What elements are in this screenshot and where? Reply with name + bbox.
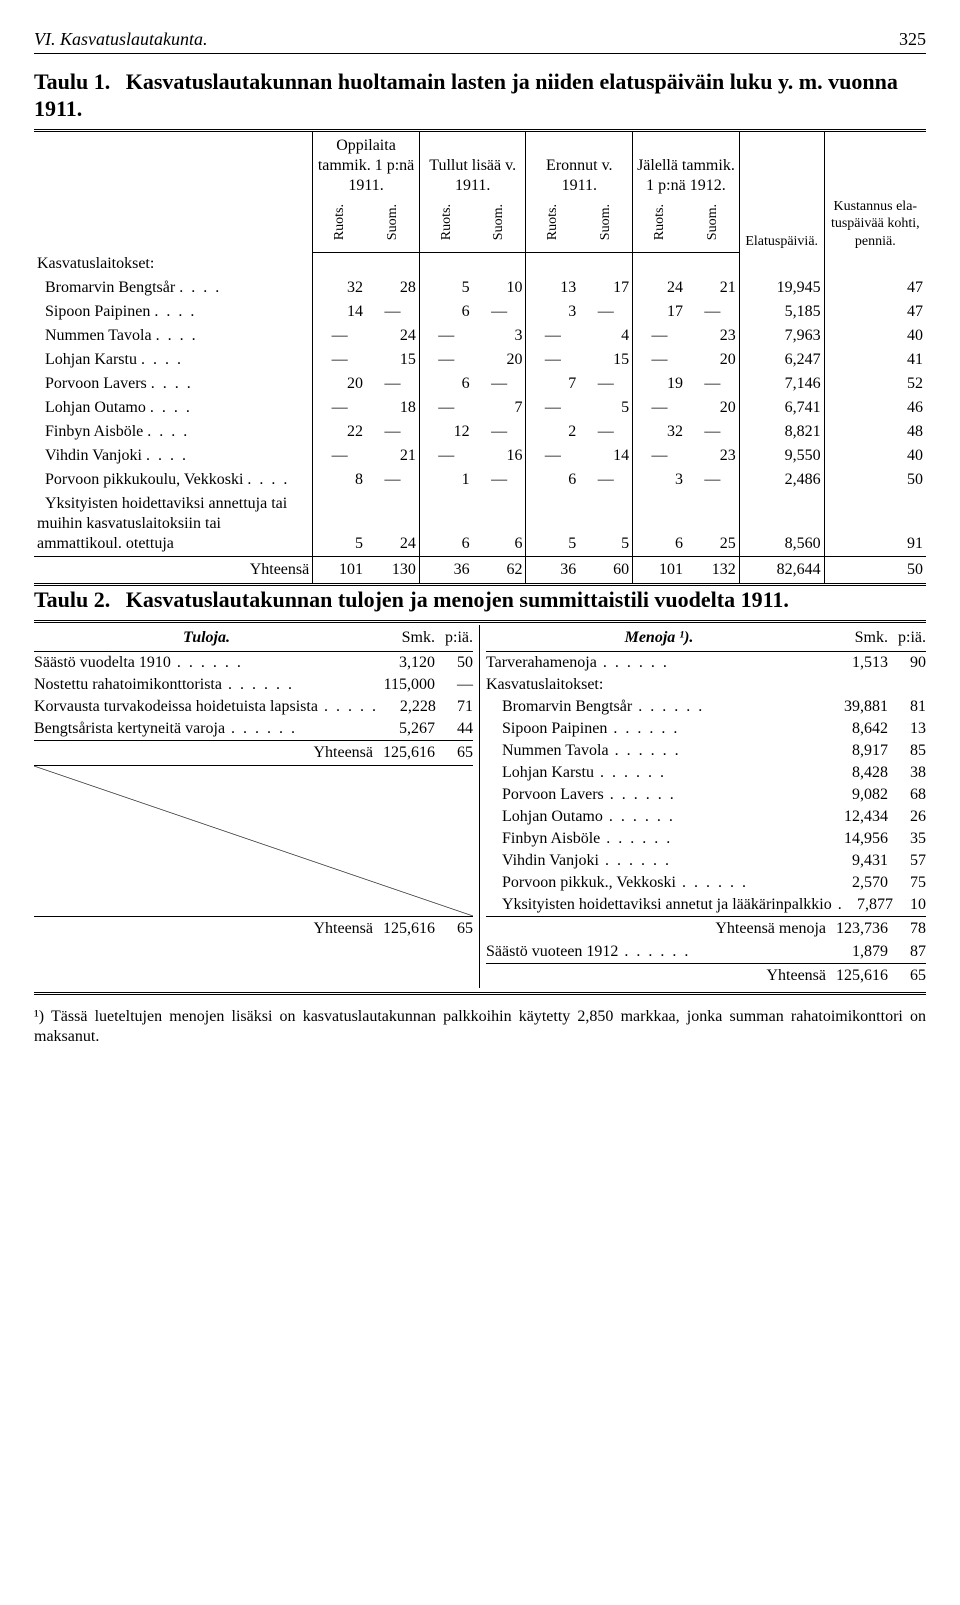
- t2-row: Vihdin Vanjoki9,43157: [486, 850, 926, 872]
- t2-menoja-label: Menoja ¹).: [486, 628, 832, 648]
- t1-h-tullut: Tullut lisää v. 1911.: [419, 130, 526, 198]
- t1-row-label: Bromarvin Bengtsår . . . .: [34, 276, 313, 300]
- t1-row-label: Finbyn Aisböle . . . .: [34, 420, 313, 444]
- t2-menoja-yht: Yhteensä menoja: [486, 919, 832, 939]
- t2-row: Säästö vuodelta 19103,12050: [34, 652, 473, 674]
- t1-row-label: Porvoon Lavers . . . .: [34, 372, 313, 396]
- table-row: Bromarvin Bengtsår . . . .32285101317242…: [34, 276, 926, 300]
- t2-row: Nostettu rahatoimikonttorista115,000—: [34, 674, 473, 696]
- t1-row-label: Nummen Tavola . . . .: [34, 324, 313, 348]
- t2-row: Sipoon Paipinen8,64213: [486, 718, 926, 740]
- table-row: Sipoon Paipinen . . . .14—6—3—17—5,18547: [34, 300, 926, 324]
- table1-title: Taulu 1. Kasvatuslautakunnan huoltamain …: [34, 68, 926, 123]
- t2-tuloja-yht: Yhteensä: [34, 743, 379, 763]
- t2-row: Bengtsårista kertyneitä varoja5,26744: [34, 718, 473, 740]
- t1-section-label: Kasvatuslaitokset:: [34, 252, 313, 276]
- t1-row-label: Sipoon Paipinen . . . .: [34, 300, 313, 324]
- t1-row-label: Lohjan Karstu . . . .: [34, 348, 313, 372]
- t2-tuloja-label: Tuloja.: [34, 628, 379, 648]
- t2-row: Bromarvin Bengtsår39,88181: [486, 696, 926, 718]
- t1-row-label: Lohjan Outamo . . . .: [34, 396, 313, 420]
- running-head: VI. Kasvatuslautakunta. 325: [34, 28, 926, 54]
- table-row: Lohjan Outamo . . . .—18—7—5—206,74146: [34, 396, 926, 420]
- t2-row: Korvausta turvakodeissa hoidetuista laps…: [34, 696, 473, 718]
- table1-title-lead: Taulu 1.: [34, 68, 110, 96]
- table-row: Porvoon Lavers . . . .20—6—7—19—7,14652: [34, 372, 926, 396]
- table2-title-rest: Kasvatuslautakunnan tulojen ja menojen s…: [126, 587, 789, 612]
- table1: Oppilaita tammik. 1 p:nä 1911. Tullut li…: [34, 129, 926, 587]
- t1-sub-suom: Suom.: [384, 200, 402, 244]
- t2-row: Porvoon Lavers9,08268: [486, 784, 926, 806]
- t1-h-jalella: Jälellä tammik. 1 p:nä 1912.: [633, 130, 740, 198]
- table-row: Porvoon pikkukoulu, Vekkoski . . . .8—1—…: [34, 468, 926, 492]
- t1-row-label: Yksityisten hoidettaviksi annettuja tai …: [34, 492, 313, 557]
- table2-tuloja: Tuloja. Smk. p:iä. Säästö vuodelta 19103…: [34, 625, 480, 988]
- t1-row-label: Vihdin Vanjoki . . . .: [34, 444, 313, 468]
- t2-saasto: Säästö vuoteen 1912: [486, 942, 832, 962]
- t1-sub-ruots: Ruots.: [331, 200, 349, 244]
- t1-total-row: Yhteensä1011303662366010113282,64450: [34, 557, 926, 585]
- t1-h-oppilaita: Oppilaita tammik. 1 p:nä 1911.: [313, 130, 420, 198]
- t2-row: Nummen Tavola8,91785: [486, 740, 926, 762]
- t2-row: Porvoon pikkuk., Vekkoski2,57075: [486, 872, 926, 894]
- t2-h-smk: Smk.: [379, 628, 435, 648]
- table-row: Lohjan Karstu . . . .—15—20—15—206,24741: [34, 348, 926, 372]
- t2-row: Finbyn Aisböle14,95635: [486, 828, 926, 850]
- t1-h-kust: Kustan­nus ela­tuspäi­vää koh­ti, pen­ni…: [824, 130, 926, 252]
- t2-menoja-section: Kasvatuslaitokset:: [486, 674, 926, 696]
- table-row: Nummen Tavola . . . .—24—3—4—237,96340: [34, 324, 926, 348]
- table2-menoja: Menoja ¹). Smk. p:iä. Tarverahamenoja1,5…: [480, 625, 926, 988]
- table2-title: Taulu 2. Kasvatuslautakunnan tulojen ja …: [34, 586, 926, 614]
- page-number: 325: [899, 28, 926, 51]
- table2-title-lead: Taulu 2.: [34, 586, 110, 614]
- table-row: Finbyn Aisböle . . . .22—12—2—32—8,82148: [34, 420, 926, 444]
- table-row: Vihdin Vanjoki . . . .—21—16—14—239,5504…: [34, 444, 926, 468]
- t2-tuloja-grand: Yhteensä: [34, 919, 379, 939]
- t2-row: Lohjan Karstu8,42838: [486, 762, 926, 784]
- table-row: Yksityisten hoidettaviksi annettuja tai …: [34, 492, 926, 557]
- t1-h-eronnut: Eronnut v. 1911.: [526, 130, 633, 198]
- running-title: VI. Kasvatuslautakunta.: [34, 28, 208, 51]
- t2-row: Lohjan Outamo12,43426: [486, 806, 926, 828]
- footnote: ¹) Tässä lueteltujen menojen lisäksi on …: [34, 1007, 926, 1047]
- t2-row: Yksityisten hoidettaviksi annetut ja lää…: [486, 894, 926, 916]
- table1-title-rest: Kasvatuslautakunnan huoltamain lasten ja…: [34, 69, 898, 122]
- t2-menoja-grand: Yhteensä: [486, 966, 832, 986]
- t2-h-pia: p:iä.: [435, 628, 473, 648]
- t2-row: Tarverahamenoja1,51390: [486, 652, 926, 674]
- table2: Tuloja. Smk. p:iä. Säästö vuodelta 19103…: [34, 620, 926, 995]
- t2-diagonal: [34, 765, 473, 916]
- t1-h-elatus: Elatus­päi­viä.: [739, 130, 824, 252]
- t1-row-label: Porvoon pikkukoulu, Vekkoski . . . .: [34, 468, 313, 492]
